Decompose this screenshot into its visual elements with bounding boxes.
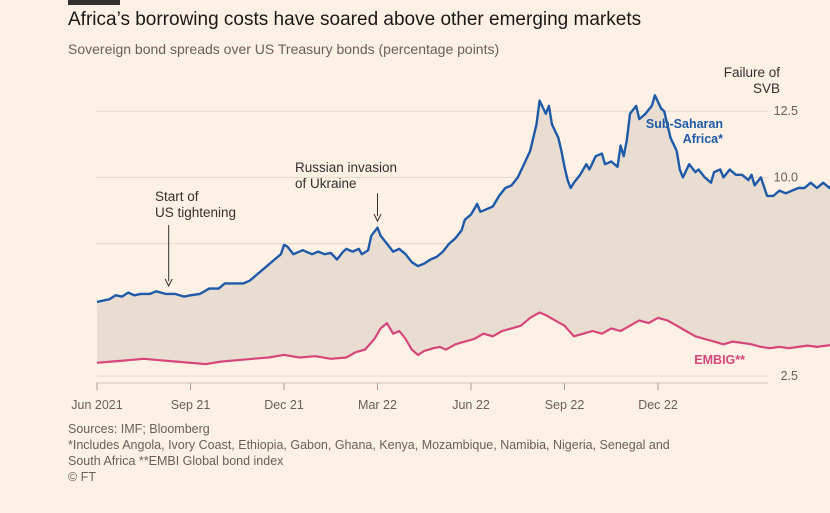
x-tick-label: Jun 22 [452,398,490,412]
series-line-sub-saharan-africa [96,94,830,304]
annotation-arrowhead [164,278,173,288]
x-tick-label: Mar 22 [358,398,397,412]
annotation-text: Start of [155,189,199,204]
annotation-arrowhead [373,213,382,223]
series-label-sub-saharan: Sub-Saharan [646,117,723,131]
x-tick-label: Dec 22 [638,398,678,412]
series-label-embig: EMBIG** [694,353,745,367]
spread-area [97,95,830,365]
x-tick-label: Jun 2021 [71,398,122,412]
annotation-text: of Ukraine [295,176,357,191]
y-tick-label: 2.5 [781,369,798,383]
y-tick-label: 10.0 [774,170,798,184]
chart-title: Africa’s borrowing costs have soared abo… [68,9,642,30]
footnote-embig: South Africa **EMBI Global bond index [68,454,284,468]
annotation-text: Failure of [724,65,781,80]
sources-note: Sources: IMF; Bloomberg [68,422,210,436]
chart-footer: Sources: IMF; Bloomberg *Includes Angola… [68,421,670,485]
ft-credit: © FT [68,470,96,484]
x-tick-label: Dec 21 [264,398,304,412]
series-line-embig [96,311,830,366]
annotation-text: SVB [753,81,780,96]
ft-top-bar [68,0,120,5]
y-tick-label: 12.5 [774,104,798,118]
annotation-text: Russian invasion [295,160,397,175]
series-label-africa: Africa* [683,132,723,146]
footnote-africa: *Includes Angola, Ivory Coast, Ethiopia,… [68,438,670,452]
annotation-text: US tightening [155,205,236,220]
x-tick-label: Sep 21 [171,398,211,412]
chart-subtitle: Sovereign bond spreads over US Treasury … [68,41,500,57]
x-tick-label: Sep 22 [545,398,585,412]
